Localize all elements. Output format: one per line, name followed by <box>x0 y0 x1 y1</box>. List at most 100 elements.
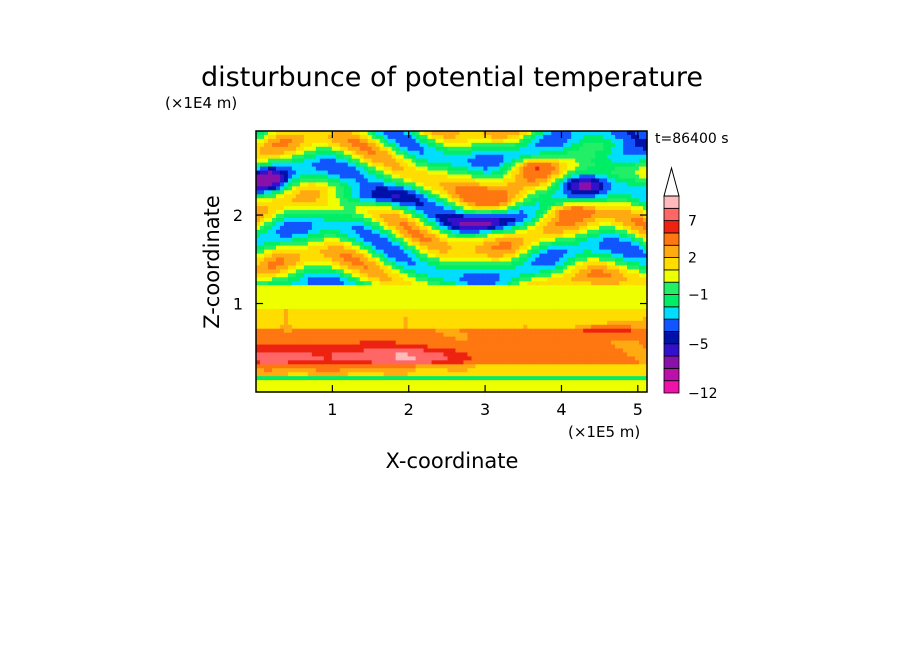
contour-cell <box>275 142 281 148</box>
contour-cell <box>287 206 293 211</box>
contour-cell <box>283 257 289 263</box>
contour-cell <box>299 158 305 164</box>
contour-cell <box>371 328 377 334</box>
contour-cell <box>599 154 604 160</box>
contour-cell <box>487 221 492 227</box>
contour-cell <box>555 182 560 187</box>
contour-cell <box>551 285 556 290</box>
contour-cell <box>619 316 624 322</box>
contour-cell <box>603 233 608 239</box>
contour-cell <box>643 206 648 211</box>
contour-cell <box>459 134 465 140</box>
contour-cell <box>427 269 433 274</box>
contour-cell <box>271 241 277 247</box>
contour-cell <box>283 206 289 211</box>
contour-cell <box>559 194 564 199</box>
contour-cell <box>523 190 528 195</box>
contour-cell <box>403 237 409 243</box>
contour-cell <box>283 154 289 160</box>
contour-cell <box>371 166 377 172</box>
contour-cell <box>335 261 341 267</box>
contour-cell <box>643 257 648 263</box>
contour-cell <box>383 190 389 195</box>
contour-cell <box>259 146 265 152</box>
contour-cell <box>319 150 325 156</box>
contour-cell <box>491 273 496 278</box>
contour-cell <box>311 131 317 136</box>
contour-cell <box>315 253 321 259</box>
contour-cell <box>615 273 620 278</box>
contour-cell <box>435 142 441 148</box>
contour-cell <box>439 131 445 136</box>
contour-cell <box>455 312 461 318</box>
contour-cell <box>563 269 568 274</box>
contour-cell <box>547 324 552 330</box>
contour-cell <box>527 293 532 298</box>
contour-cell <box>615 233 620 239</box>
contour-cell <box>339 328 345 334</box>
contour-cell <box>439 249 445 255</box>
contour-cell <box>415 328 421 334</box>
contour-cell <box>335 194 341 199</box>
contour-cell <box>615 249 620 255</box>
contour-cell <box>331 214 337 219</box>
contour-cell <box>419 210 425 215</box>
contour-cell <box>427 261 433 267</box>
contour-cell <box>267 305 273 310</box>
contour-cell <box>539 166 544 172</box>
contour-cell <box>571 218 576 223</box>
contour-cell <box>627 237 632 243</box>
contour-cell <box>419 308 425 314</box>
contour-cell <box>471 320 477 326</box>
contour-cell <box>319 198 325 203</box>
contour-cell <box>347 225 353 231</box>
contour-cell <box>467 308 473 314</box>
contour-cell <box>371 249 377 255</box>
contour-cell <box>435 186 441 191</box>
contour-cell <box>623 229 628 235</box>
contour-cell <box>455 190 461 195</box>
contour-cell <box>535 273 540 278</box>
contour-cell <box>395 221 401 227</box>
contour-cell <box>579 301 584 306</box>
contour-cell <box>615 269 620 274</box>
contour-cell <box>439 308 445 314</box>
contour-cell <box>395 198 401 203</box>
contour-cell <box>571 308 576 314</box>
contour-cell <box>519 178 524 183</box>
contour-cell <box>399 305 405 310</box>
contour-cell <box>439 293 445 298</box>
contour-cell <box>283 178 289 183</box>
contour-cell <box>479 305 485 310</box>
contour-cell <box>507 237 512 243</box>
contour-cell <box>359 166 365 172</box>
contour-cell <box>279 261 285 267</box>
contour-cell <box>531 225 536 231</box>
contour-cell <box>267 166 273 172</box>
contour-cell <box>259 293 265 298</box>
contour-cell <box>335 249 341 255</box>
contour-cell <box>467 162 473 168</box>
contour-cell <box>635 182 640 187</box>
contour-cell <box>283 265 289 270</box>
contour-cell <box>515 178 520 183</box>
contour-cell <box>335 293 341 298</box>
contour-cell <box>291 297 297 302</box>
contour-cell <box>287 194 293 199</box>
contour-cell <box>339 170 345 176</box>
contour-cell <box>623 297 628 302</box>
contour-cell <box>555 261 560 267</box>
contour-cell <box>339 297 345 302</box>
contour-cell <box>259 202 265 207</box>
contour-cell <box>635 194 640 199</box>
contour-cell <box>391 229 397 235</box>
contour-cell <box>523 174 528 180</box>
contour-cell <box>483 277 489 282</box>
contour-cell <box>259 249 265 255</box>
contour-cell <box>391 249 397 255</box>
contour-cell <box>383 194 389 199</box>
contour-cell <box>319 194 325 199</box>
contour-cell <box>555 277 560 282</box>
contour-cell <box>343 170 349 176</box>
contour-cell <box>327 206 333 211</box>
